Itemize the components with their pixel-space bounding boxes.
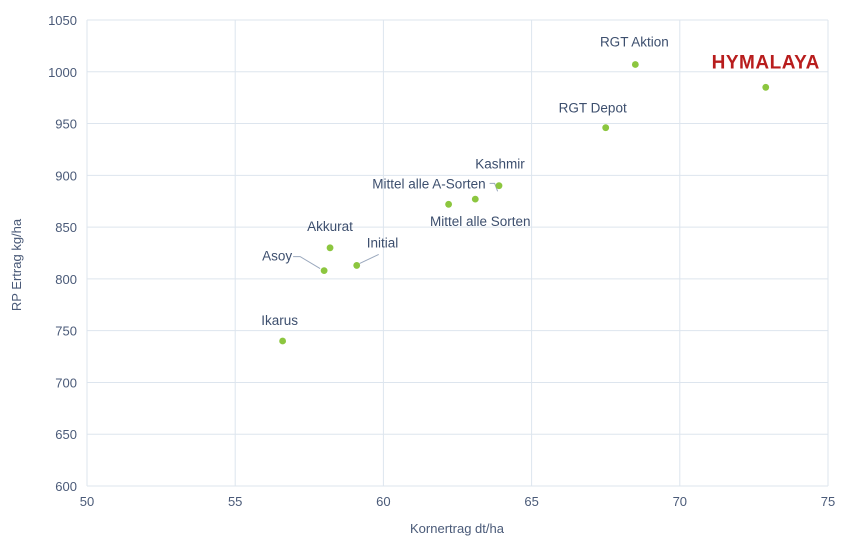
x-tick-label: 65 xyxy=(524,494,538,509)
point-label: Initial xyxy=(367,235,399,250)
grid-lines xyxy=(86,19,829,487)
y-axis-title: RP Ertrag kg/ha xyxy=(9,218,24,311)
y-tick-label: 750 xyxy=(55,324,77,339)
data-point xyxy=(445,200,453,208)
point-label: RGT Aktion xyxy=(600,35,669,50)
y-tick-label: 900 xyxy=(55,168,77,183)
label-leader-line xyxy=(359,253,379,264)
data-point xyxy=(320,267,328,275)
x-tick-label: 60 xyxy=(376,494,390,509)
x-tick-label: 50 xyxy=(80,494,94,509)
axis-ticks: 50 55 60 65 70 75 600 650 700 750 800 850 900 950 1000… xyxy=(48,13,835,509)
y-tick-label: 700 xyxy=(55,375,77,390)
point-label: RGT Depot xyxy=(559,101,627,116)
data-point xyxy=(495,182,503,190)
y-tick-label: 850 xyxy=(55,220,77,235)
y-tick-label: 600 xyxy=(55,479,77,494)
point-label: Ikarus xyxy=(261,313,298,328)
data-points xyxy=(279,61,770,345)
y-tick-label: 800 xyxy=(55,272,77,287)
label-leaders xyxy=(293,182,499,270)
x-tick-label: 55 xyxy=(228,494,242,509)
data-point xyxy=(762,83,770,91)
y-tick-label: 650 xyxy=(55,427,77,442)
point-label: Asoy xyxy=(262,249,292,264)
x-tick-label: 75 xyxy=(821,494,835,509)
data-point xyxy=(471,195,479,203)
label-leader-line xyxy=(489,182,499,192)
point-label: Mittel alle A-Sorten xyxy=(372,176,485,191)
data-point xyxy=(602,124,610,132)
x-tick-label: 70 xyxy=(673,494,687,509)
data-point xyxy=(279,337,287,345)
highlight-point-label: HYMALAYA xyxy=(712,52,820,73)
y-tick-label: 1050 xyxy=(48,13,77,28)
data-point xyxy=(631,61,639,68)
data-point xyxy=(353,262,361,269)
y-tick-label: 1000 xyxy=(48,65,77,80)
point-label: Kashmir xyxy=(475,157,525,172)
label-leader-line xyxy=(293,256,321,270)
point-label: Akkurat xyxy=(307,219,353,234)
data-point xyxy=(326,244,334,252)
x-axis-title: Kornertrag dt/ha xyxy=(410,521,505,536)
point-labels: Ikarus Asoy Akkurat Initial Mittel alle A-So… xyxy=(261,35,820,328)
point-label: Mittel alle Sorten xyxy=(430,214,531,229)
y-tick-label: 950 xyxy=(55,117,77,132)
